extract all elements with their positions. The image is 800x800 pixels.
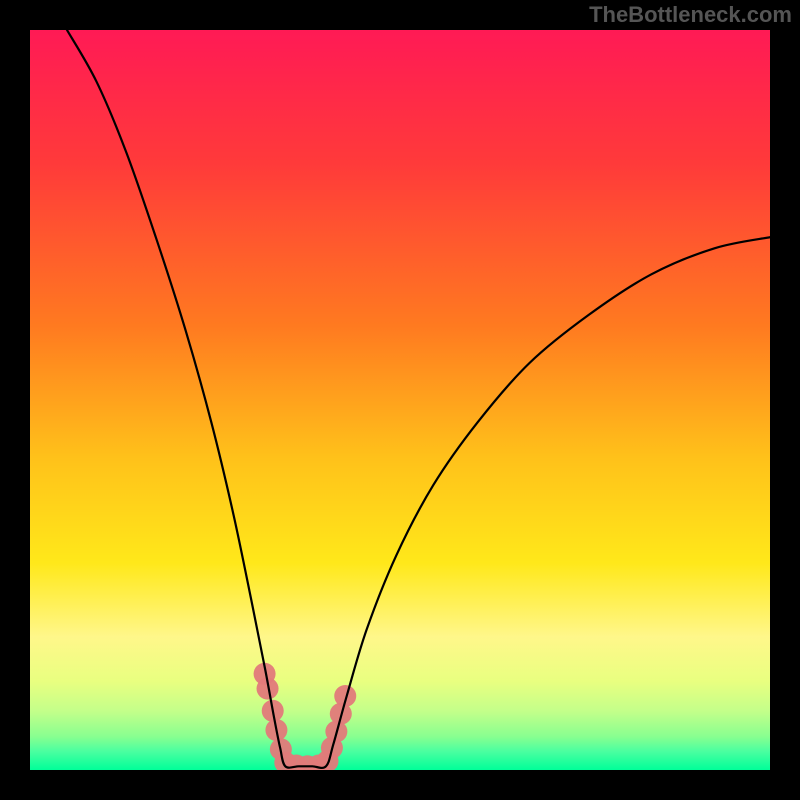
chart-stage: TheBottleneck.com [0,0,800,800]
plot-area [30,30,770,777]
watermark-text: TheBottleneck.com [589,2,792,28]
chart-svg [0,0,800,800]
gradient-background [30,30,770,770]
